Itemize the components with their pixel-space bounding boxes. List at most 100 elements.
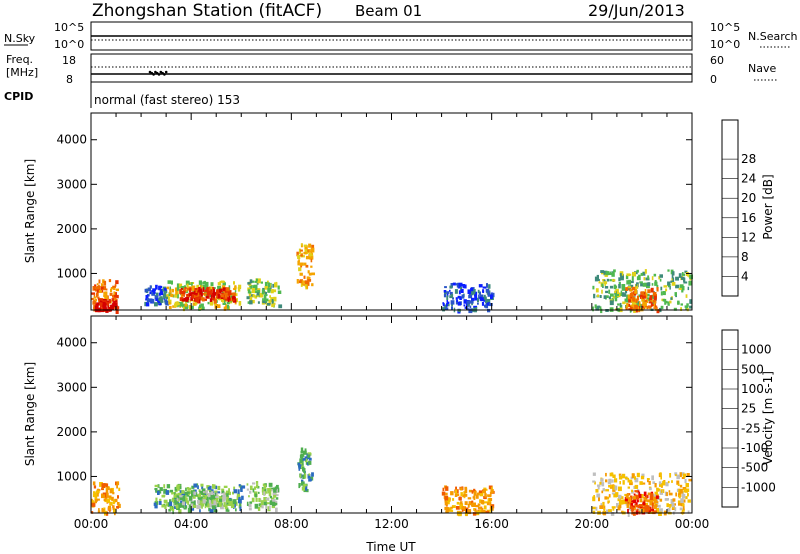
data-cell xyxy=(457,286,462,289)
data-cell xyxy=(159,487,163,492)
data-cell xyxy=(631,474,635,478)
data-cell xyxy=(636,472,640,478)
data-cell xyxy=(604,281,606,286)
data-cell xyxy=(220,296,224,299)
data-cell xyxy=(267,287,271,293)
colorbar-tick-label: 8 xyxy=(741,250,749,264)
data-cell xyxy=(254,493,257,498)
data-cell xyxy=(226,490,229,494)
data-cell xyxy=(166,294,170,297)
data-cell xyxy=(482,489,486,494)
data-cell xyxy=(659,274,663,278)
data-cell xyxy=(656,309,660,314)
data-cell xyxy=(673,307,677,311)
data-cell xyxy=(101,494,105,499)
data-cell xyxy=(478,294,480,299)
data-cell xyxy=(237,288,241,292)
data-cell xyxy=(626,302,629,308)
data-cell xyxy=(464,284,467,289)
data-cell xyxy=(447,500,450,505)
data-cell xyxy=(479,492,484,497)
data-cell xyxy=(230,503,235,509)
data-cell xyxy=(619,273,622,277)
data-cell xyxy=(466,300,471,305)
data-cell xyxy=(473,488,476,493)
data-cell xyxy=(209,489,214,492)
data-cell xyxy=(145,298,148,301)
data-cell xyxy=(92,301,96,305)
data-cell xyxy=(202,499,206,504)
beam-label: Beam 01 xyxy=(355,2,422,20)
data-cell xyxy=(264,281,268,287)
data-cell xyxy=(653,305,658,309)
data-cell xyxy=(170,506,173,511)
data-cell xyxy=(308,276,311,280)
data-cell xyxy=(108,298,111,304)
colorbar-tick-label: 20 xyxy=(741,191,756,205)
data-cell xyxy=(257,278,261,284)
data-cell xyxy=(472,512,477,516)
colorbar-tick-label: 16 xyxy=(741,211,756,225)
data-cell xyxy=(664,300,668,304)
data-cell xyxy=(633,293,636,296)
data-cell xyxy=(188,495,193,501)
velocity-x-ticks: 00:00 04:00 08:00 12:00 16:00 20:00 00:00 xyxy=(74,316,709,531)
data-cell xyxy=(469,300,474,304)
data-cell xyxy=(180,288,183,290)
data-cell xyxy=(213,496,216,499)
data-cell xyxy=(272,501,276,507)
data-cell xyxy=(299,262,304,266)
data-cell xyxy=(108,497,113,500)
data-cell xyxy=(200,296,203,301)
data-cell xyxy=(660,476,662,480)
data-cell xyxy=(631,489,633,493)
data-cell xyxy=(650,287,654,293)
data-cell xyxy=(611,307,613,312)
data-cell xyxy=(208,287,211,291)
data-cell xyxy=(604,286,609,289)
data-cell xyxy=(674,507,677,512)
data-cell xyxy=(620,496,624,500)
data-cell xyxy=(463,304,465,307)
data-cell xyxy=(647,507,651,511)
data-cell xyxy=(452,498,455,501)
data-cell xyxy=(169,499,172,503)
data-cell xyxy=(268,299,272,305)
data-cell xyxy=(446,302,448,307)
data-cell xyxy=(602,501,605,507)
data-cell xyxy=(113,292,117,297)
data-region-4 xyxy=(297,447,314,493)
noise-left-tick-top: 10^5 xyxy=(54,21,84,34)
data-cell xyxy=(159,291,164,296)
data-cell xyxy=(605,271,610,276)
data-cell xyxy=(198,489,201,492)
data-cell xyxy=(108,495,112,499)
data-cell xyxy=(114,284,117,287)
data-cell xyxy=(204,289,208,293)
data-cell xyxy=(265,505,268,509)
data-cell xyxy=(481,510,486,513)
data-cell xyxy=(113,508,116,513)
data-cell xyxy=(681,493,686,499)
data-cell xyxy=(100,287,104,293)
data-cell xyxy=(235,298,238,303)
data-cell xyxy=(631,286,636,291)
data-cell xyxy=(204,495,207,499)
data-cell xyxy=(665,288,668,292)
data-cell xyxy=(191,485,195,489)
data-cell xyxy=(191,508,195,511)
data-cell xyxy=(299,254,303,257)
data-cell xyxy=(146,298,149,303)
data-cell xyxy=(617,498,621,502)
data-cell xyxy=(304,283,308,287)
velocity-panel: 1000 2000 3000 4000 00:00 04:00 08:00 12:00 16:… xyxy=(23,315,776,531)
data-cell xyxy=(208,493,211,498)
data-cell xyxy=(457,301,461,306)
freq-scatter-point xyxy=(157,73,161,76)
data-cell xyxy=(627,493,630,497)
data-cell xyxy=(613,269,616,273)
data-cell xyxy=(656,487,659,492)
data-cell xyxy=(101,487,104,491)
data-cell xyxy=(641,482,646,485)
data-cell xyxy=(454,493,458,497)
